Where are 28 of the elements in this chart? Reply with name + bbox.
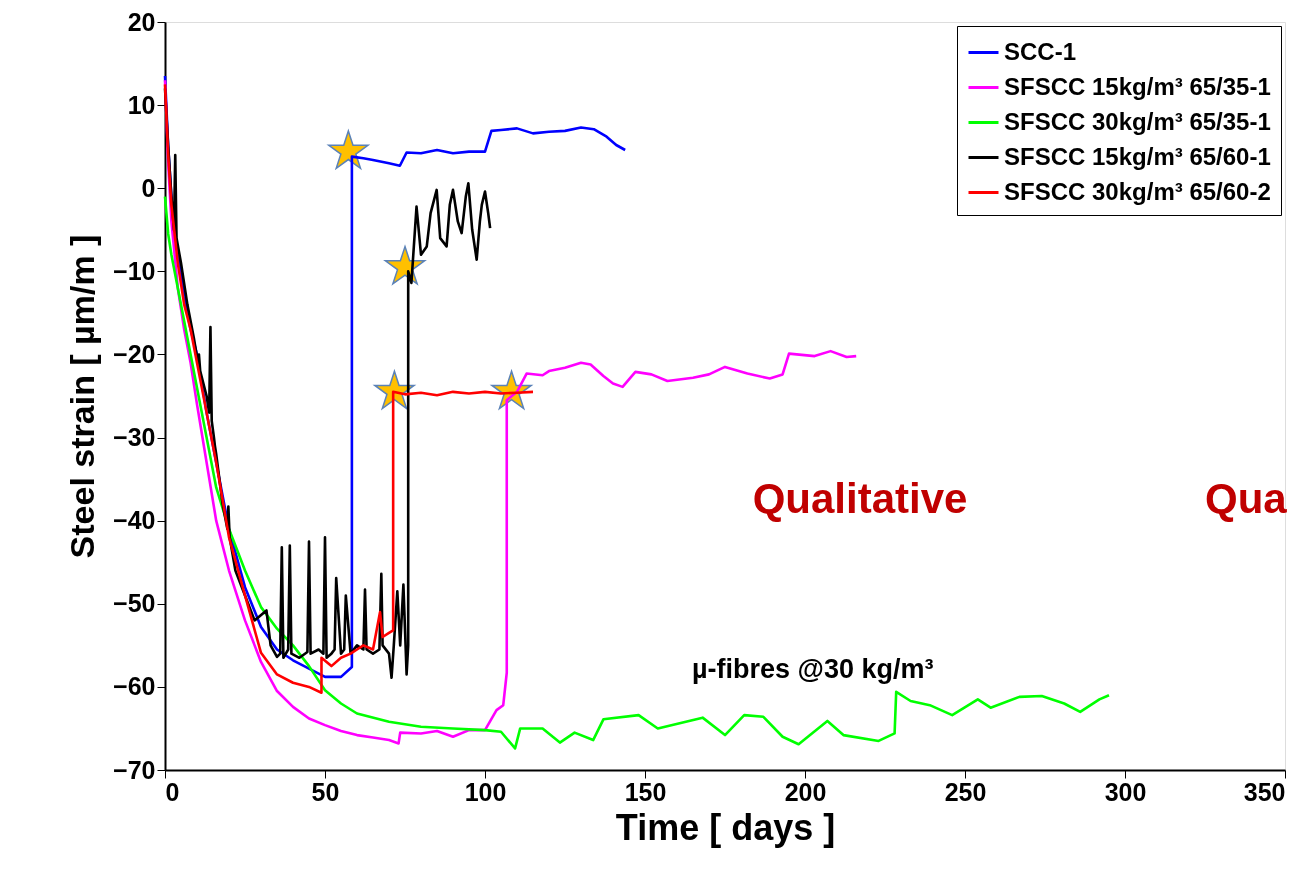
legend-label: SFSCC 15kg/m³ 65/35-1 <box>1004 72 1271 100</box>
y-tick-label: −60 <box>113 672 156 701</box>
x-tick-label: 50 <box>311 777 340 806</box>
y-tick-label: 20 <box>127 7 156 36</box>
legend-label: SCC-1 <box>1004 37 1077 65</box>
x-tick-label: 150 <box>624 777 667 806</box>
x-tick-label: 0 <box>165 777 180 806</box>
legend-label: SFSCC 15kg/m³ 65/60-1 <box>1004 142 1271 170</box>
y-tick-label: −50 <box>113 589 156 618</box>
x-tick-label: 100 <box>464 777 507 806</box>
x-axis-title: Time [ days ] <box>615 806 836 848</box>
annotation: Qua <box>1205 475 1288 522</box>
y-tick-label: −70 <box>113 755 156 784</box>
y-tick-label: 10 <box>127 90 156 119</box>
y-tick-label: −20 <box>113 339 156 368</box>
x-tick-label: 200 <box>784 777 827 806</box>
annotation: µ-fibres @30 kg/m³ <box>692 654 934 684</box>
y-tick-label: −40 <box>113 506 156 535</box>
legend-label: SFSCC 30kg/m³ 65/60-2 <box>1004 177 1271 205</box>
annotation: Qualitative <box>752 475 968 522</box>
legend-label: SFSCC 30kg/m³ 65/35-1 <box>1004 107 1271 135</box>
y-tick-label: 0 <box>141 173 156 202</box>
x-tick-label: 350 <box>1243 777 1286 806</box>
y-axis-title: Steel strain [ µm/m ] <box>63 234 102 559</box>
x-tick-label: 300 <box>1104 777 1147 806</box>
x-tick-label: 250 <box>944 777 987 806</box>
y-tick-label: −10 <box>113 256 156 285</box>
y-tick-label: −30 <box>113 423 156 452</box>
